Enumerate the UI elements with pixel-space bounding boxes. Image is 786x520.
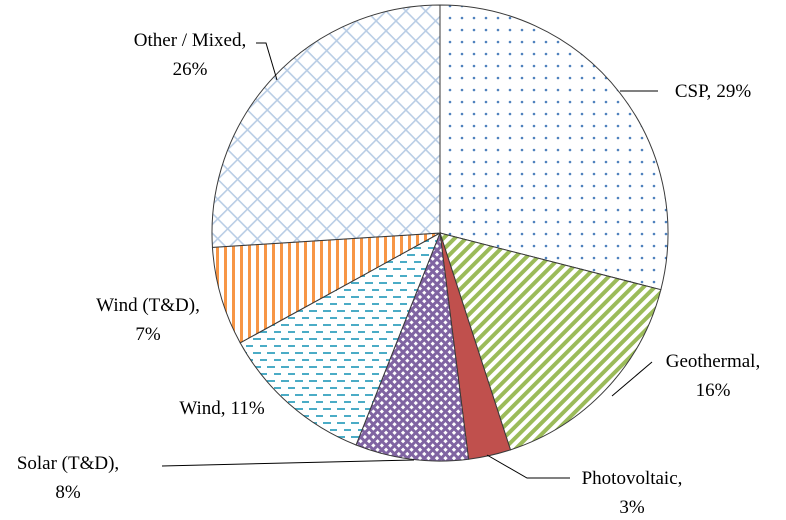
data-label: CSP, 29%: [675, 81, 751, 102]
leader-line: [161, 459, 415, 467]
slice: [211, 4, 441, 248]
data-label: Photovoltaic, 3%: [582, 468, 683, 518]
slice: [439, 4, 669, 291]
data-label: Solar (T&D), 8%: [17, 453, 119, 503]
slice: [355, 232, 470, 462]
data-label: Geothermal, 16%: [666, 351, 760, 401]
labels: CSP, 29% Geothermal, 16% Photovoltaic, 3% Sola…: [17, 30, 760, 518]
leader-line: [486, 454, 570, 479]
data-label: Wind, 11%: [179, 398, 264, 419]
leader-line: [611, 361, 653, 397]
pie: [211, 4, 669, 462]
data-label: Wind (T&D), 7%: [96, 295, 200, 345]
slice: [239, 231, 441, 446]
data-label: Other / Mixed, 26%: [134, 30, 246, 80]
slice: [439, 232, 662, 451]
leader-line: [256, 42, 278, 81]
